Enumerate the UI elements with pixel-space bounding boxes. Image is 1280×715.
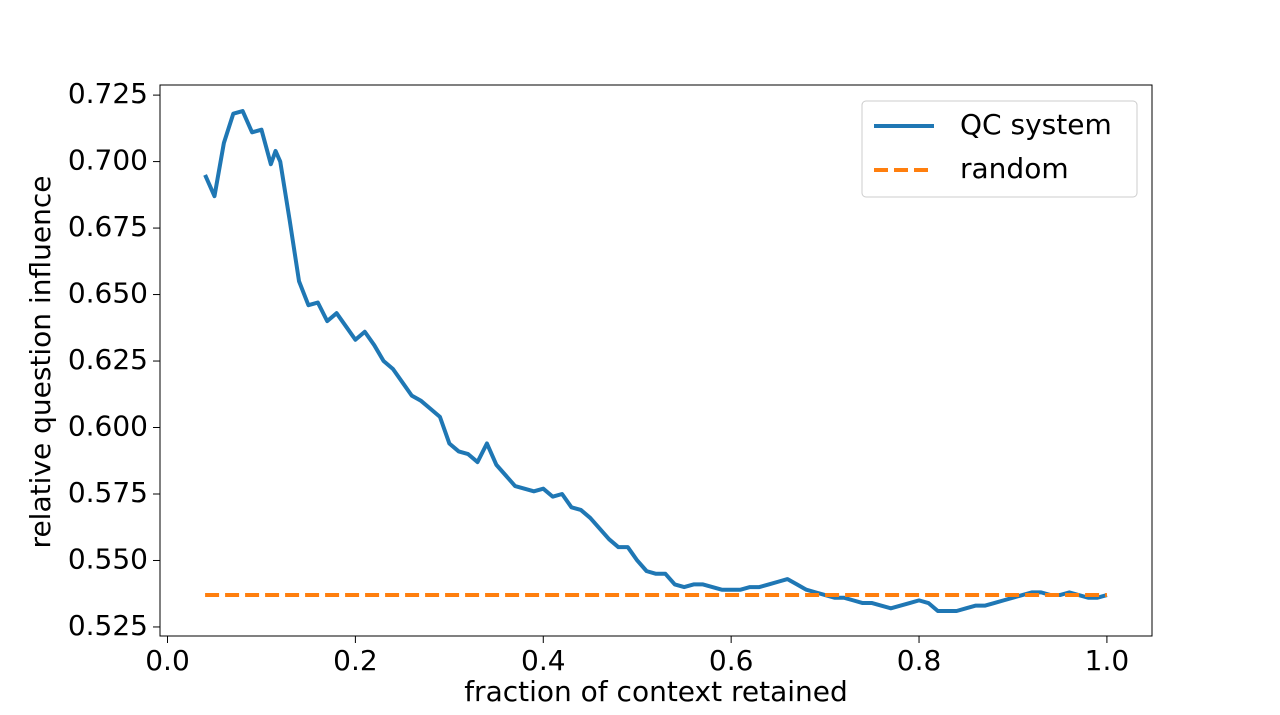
x-tick-label: 1.0 (1085, 644, 1130, 677)
y-tick-label: 0.525 (68, 609, 148, 642)
y-tick-label: 0.725 (68, 77, 148, 110)
x-tick-label: 0.6 (709, 644, 754, 677)
y-tick-label: 0.700 (68, 144, 148, 177)
y-tick-label: 0.650 (68, 277, 148, 310)
y-tick-label: 0.575 (68, 476, 148, 509)
data-line (203, 109, 1108, 614)
legend-label: QC system (960, 108, 1112, 141)
x-tick-label: 0.2 (333, 644, 378, 677)
x-tick-label: 0.8 (897, 644, 942, 677)
y-tick-label: 0.600 (68, 410, 148, 443)
legend-label: random (960, 152, 1069, 185)
y-axis-label: relative question influence (24, 176, 57, 549)
plot-frame (159, 84, 1153, 637)
x-axis-label: fraction of context retained (464, 675, 848, 708)
x-tick-label: 0.4 (521, 644, 566, 677)
y-tick-label: 0.675 (68, 210, 148, 243)
y-tick-label: 0.625 (68, 343, 148, 376)
y-tick-label: 0.550 (68, 542, 148, 575)
x-tick-label: 0.0 (145, 644, 190, 677)
